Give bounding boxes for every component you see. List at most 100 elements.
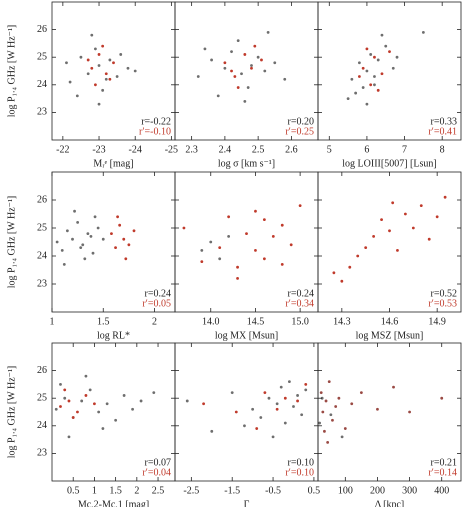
x-tick-label: 2.5 [252,144,265,155]
point [67,399,71,403]
point [376,407,379,411]
point [114,418,118,422]
point [411,226,415,230]
point [266,30,270,34]
point [223,66,227,70]
point [63,396,67,400]
point [76,410,79,414]
point [256,55,260,59]
point [86,72,90,76]
point [320,396,324,400]
point [200,249,204,252]
point [126,66,130,70]
point [373,55,376,59]
point [101,88,105,92]
point [104,77,108,81]
point [388,50,391,54]
point [59,405,62,408]
point [280,223,284,227]
y-tick-label: 26 [37,365,47,376]
x-tick-label: 14.6 [381,316,399,327]
point [324,399,328,403]
point [115,75,119,78]
x-axis-label: log RL* [97,330,130,341]
point [65,61,68,65]
point [289,243,293,247]
point [132,229,136,233]
point [79,246,83,250]
point [210,429,214,433]
point [118,223,122,227]
x-tick-label: 1 [92,485,97,496]
point [124,257,128,261]
point [112,61,115,65]
point [275,407,279,411]
point [275,402,279,406]
annotation: r=-0.22 [141,116,171,127]
point [218,257,222,261]
point [304,383,308,386]
point [185,399,189,403]
point [331,418,334,422]
point [65,229,69,233]
point [216,94,220,98]
annotation: r′=0.14 [428,467,457,478]
x-tick-label: 2 [152,316,157,327]
x-tick-label: 400 [434,485,449,496]
point [365,102,369,106]
point [263,391,267,395]
point [283,77,287,81]
point [250,66,253,70]
point [94,83,97,87]
point [227,215,231,219]
point [209,240,213,244]
annotation: r=0.10 [288,457,314,468]
y-tick-label: 26 [37,24,47,35]
point [97,53,101,56]
point [88,388,92,392]
point [271,435,275,439]
point [105,402,109,406]
point [119,53,123,56]
point [139,399,143,403]
point [94,47,97,51]
x-tick-label: -23 [92,144,105,155]
point [84,374,88,378]
point [356,254,360,258]
point [357,61,361,65]
point [359,391,363,395]
y-axis-label: log P₁.₄ GHz [W Hz⁻¹] [6,196,17,289]
point [403,212,407,216]
x-tick-label: 2.3 [185,144,198,155]
x-tick-label: 6 [364,144,369,155]
point [182,226,186,230]
point [364,246,368,250]
x-tick-label: 15.0 [291,316,309,327]
y-tick-label: 24 [37,79,47,90]
point [262,257,266,261]
point [329,413,333,417]
point [372,235,376,238]
point [97,410,101,414]
x-tick-label: -0.5 [265,485,281,496]
point [250,64,253,67]
point [283,396,287,400]
y-tick-label: 23 [37,278,47,289]
point [234,410,238,414]
point [243,53,247,56]
point [90,33,94,37]
point [440,396,444,400]
point [350,402,354,406]
panel-frame [317,342,462,482]
point [395,55,399,59]
x-tick-label: -25 [165,144,178,155]
point [251,407,255,411]
annotation: r=0.24 [145,288,171,299]
point [230,391,234,395]
point [71,416,75,419]
point [97,64,101,67]
point [236,86,240,89]
point [254,209,257,213]
point [236,39,240,43]
